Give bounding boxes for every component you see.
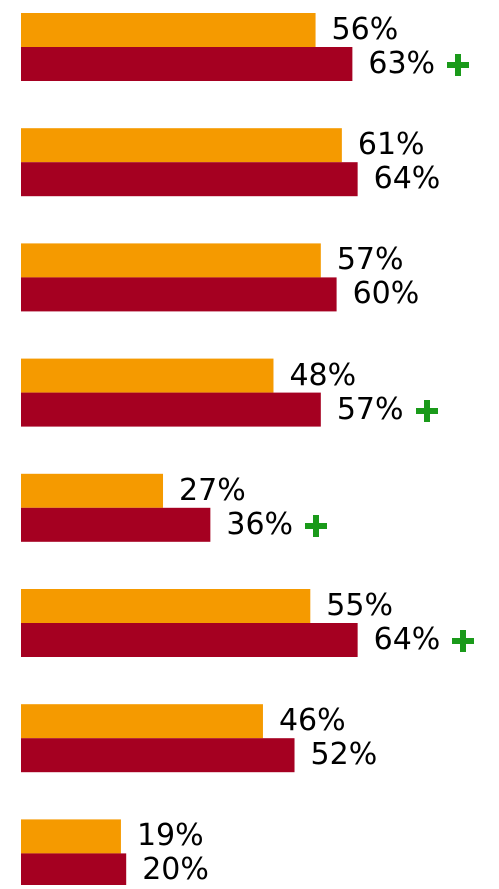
bar-series-b	[21, 277, 337, 312]
bar-label-series-b: 63%	[368, 46, 436, 81]
bar-label-series-a: 48%	[289, 357, 357, 393]
bar-series-b	[21, 853, 127, 888]
bar-series-b	[21, 623, 358, 657]
bar-series-b	[21, 47, 353, 81]
bar-label-series-b: 20%	[142, 852, 209, 888]
bar-label-series-b: 64%	[373, 161, 441, 197]
bar-series-a	[21, 473, 164, 508]
bar-series-a	[21, 589, 311, 623]
bar-label-series-b: 64%	[373, 622, 441, 657]
bar-label-series-b: 36%	[226, 506, 294, 542]
plus-icon	[452, 630, 475, 652]
bar-series-a	[21, 358, 274, 393]
bar-series-b	[21, 507, 211, 542]
bar-label-series-b: 60%	[352, 276, 420, 312]
plus-icon	[447, 54, 470, 76]
bar-label-series-a: 27%	[179, 472, 246, 508]
bar-label-series-a: 61%	[357, 127, 425, 163]
plus-icon	[415, 399, 438, 422]
bar-label-series-b: 57%	[336, 391, 404, 427]
bar-series-a	[21, 243, 321, 278]
bar-label-series-b: 52%	[310, 737, 378, 773]
bar-label-series-a: 57%	[336, 242, 404, 278]
bar-label-series-a: 56%	[331, 12, 399, 47]
bar-series-b	[21, 392, 321, 427]
bar-series-b	[21, 162, 358, 197]
bar-series-a	[21, 128, 342, 163]
bar-series-a	[21, 704, 263, 739]
bar-label-series-a: 55%	[326, 588, 393, 623]
bar-series-a	[21, 819, 121, 854]
bar-series-b	[21, 738, 295, 773]
plus-icon	[305, 514, 328, 537]
bar-label-series-a: 46%	[278, 703, 346, 739]
bar-label-series-a: 19%	[136, 818, 204, 854]
bar-series-a	[21, 13, 316, 47]
